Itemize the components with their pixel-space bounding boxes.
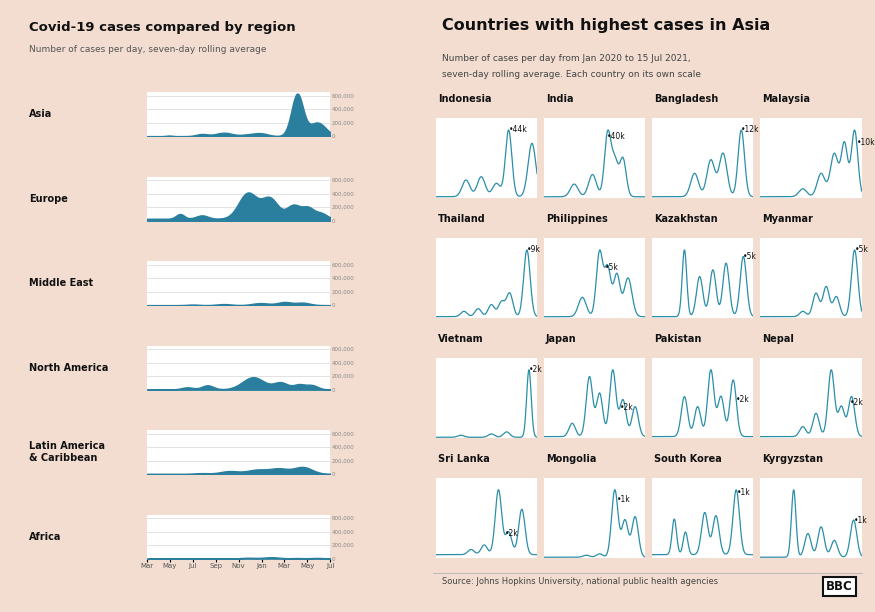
Text: Asia: Asia <box>29 110 52 119</box>
Text: Philippines: Philippines <box>546 214 608 224</box>
Text: Sri Lanka: Sri Lanka <box>438 454 489 464</box>
Text: India: India <box>546 94 573 104</box>
Text: Japan: Japan <box>546 334 577 344</box>
Text: Pakistan: Pakistan <box>654 334 702 344</box>
Text: •5k: •5k <box>855 245 869 255</box>
Text: •5k: •5k <box>605 263 619 272</box>
Text: Kazakhstan: Kazakhstan <box>654 214 718 224</box>
Text: Europe: Europe <box>29 194 68 204</box>
Text: Bangladesh: Bangladesh <box>654 94 718 104</box>
Text: Covid-19 cases compared by region: Covid-19 cases compared by region <box>29 21 296 34</box>
Text: •40k: •40k <box>606 132 626 141</box>
Text: Malaysia: Malaysia <box>762 94 810 104</box>
Text: Thailand: Thailand <box>438 214 486 224</box>
Text: BBC: BBC <box>826 580 853 593</box>
Text: Latin America
& Caribbean: Latin America & Caribbean <box>29 441 105 463</box>
Text: •1k: •1k <box>617 494 631 504</box>
Text: North America: North America <box>29 363 108 373</box>
Text: •1k: •1k <box>738 488 751 497</box>
Text: seven-day rolling average. Each country on its own scale: seven-day rolling average. Each country … <box>442 70 701 80</box>
Text: Nepal: Nepal <box>762 334 794 344</box>
Text: •10k: •10k <box>857 138 875 146</box>
Text: Myanmar: Myanmar <box>762 214 813 224</box>
Text: Middle East: Middle East <box>29 278 94 288</box>
Text: South Korea: South Korea <box>654 454 722 464</box>
Text: •2k: •2k <box>528 365 542 375</box>
Text: Countries with highest cases in Asia: Countries with highest cases in Asia <box>442 18 771 33</box>
Text: •2k: •2k <box>620 403 634 412</box>
Text: Source: Johns Hopkins University, national public health agencies: Source: Johns Hopkins University, nation… <box>442 577 718 586</box>
Text: •2k: •2k <box>850 398 864 408</box>
Text: Number of cases per day from Jan 2020 to 15 Jul 2021,: Number of cases per day from Jan 2020 to… <box>442 54 691 63</box>
Text: •2k: •2k <box>736 395 750 404</box>
Text: Vietnam: Vietnam <box>438 334 483 344</box>
Text: Indonesia: Indonesia <box>438 94 491 104</box>
Text: •2k: •2k <box>505 529 518 538</box>
Text: •44k: •44k <box>508 125 528 135</box>
Text: Mongolia: Mongolia <box>546 454 597 464</box>
Text: Africa: Africa <box>29 532 61 542</box>
Text: Kyrgyzstan: Kyrgyzstan <box>762 454 823 464</box>
Text: •5k: •5k <box>744 252 757 261</box>
Text: •1k: •1k <box>854 515 867 524</box>
Text: •12k: •12k <box>741 125 760 135</box>
Text: Number of cases per day, seven-day rolling average: Number of cases per day, seven-day rolli… <box>29 45 267 54</box>
Text: •9k: •9k <box>527 245 541 255</box>
